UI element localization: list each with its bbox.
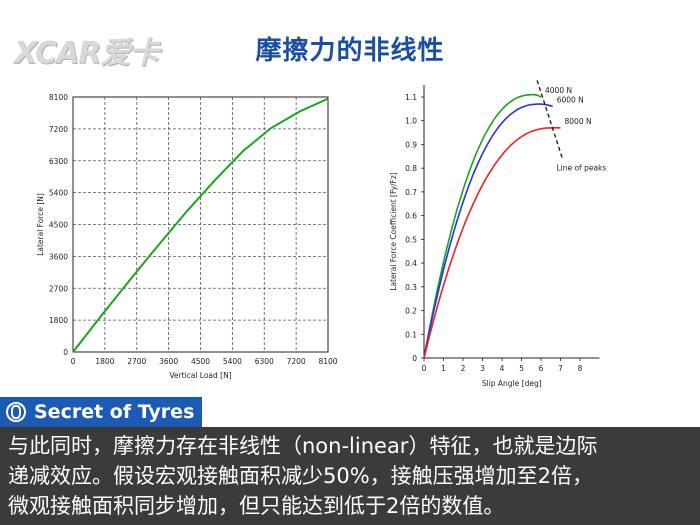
caption-line: 与此同时，摩擦力存在非线性（non-linear）特征，也就是边际 [8,434,598,458]
x-tick-label: 6 [539,364,544,373]
y-tick-label: 0 [63,348,68,357]
x-tick-label: 8100 [318,357,337,366]
y-tick-label: 3600 [49,252,68,261]
y-axis-label: Lateral Force [N] [36,193,45,256]
y-tick-label: 1.1 [405,93,417,102]
y-tick-label: 0.4 [405,259,417,268]
y-tick-label: 0.9 [405,140,417,149]
series-line [423,93,542,359]
caption-line: 微观接触面积同步增加，但只能达到低于2倍的数值。 [8,494,505,518]
y-tick-label: 1800 [49,316,68,325]
caption-line: 递减效应。假设宏观接触面积减少50%，接触压强增加至2倍， [8,464,594,488]
x-tick-label: 0 [422,364,427,373]
x-tick-label: 1800 [95,357,114,366]
y-tick-label: 2700 [49,284,68,293]
page-title: 摩擦力的非线性 [255,36,445,66]
y-tick-label: 0 [412,354,417,363]
y-tick-label: 0.5 [405,235,417,244]
xcar-logo: XCAR爱卡 [14,36,159,71]
y-tick-label: 0.8 [405,164,417,173]
section-badge: Secret of Tyres [0,397,202,427]
y-tick-label: 6300 [49,157,68,166]
series-label: 8000 N [565,117,592,126]
series-line [72,97,329,353]
y-tick-label: 7200 [49,125,68,134]
x-tick-label: 4 [500,364,505,373]
x-tick-label: 7 [558,364,563,373]
x-tick-label: 5 [519,364,524,373]
y-tick-label: 0.1 [405,330,417,339]
x-axis-label: Vertical Load [N] [169,371,231,380]
x-tick-label: 4500 [191,357,210,366]
y-tick-label: 0.6 [405,212,417,221]
series-label: 6000 N [557,95,584,104]
x-tick-label: 3 [480,364,485,373]
series-label: 4000 N [545,86,572,95]
x-tick-label: 7200 [287,357,306,366]
x-tick-label: 1 [441,364,446,373]
annotation-label: Line of peaks [556,164,606,173]
y-tick-label: 8100 [49,93,68,102]
x-tick-label: 2 [461,364,466,373]
plot-frame [72,96,329,353]
y-tick-label: 0.7 [405,188,417,197]
x-tick-label: 2700 [127,357,146,366]
section-badge-label: Secret of Tyres [34,401,195,423]
x-tick-label: 0 [71,357,76,366]
y-tick-label: 1.0 [405,117,417,126]
y-tick-label: 0.3 [405,283,417,292]
tyre-icon [6,402,26,422]
y-axis-label: Lateral Force Coefficient [Fy/Fz] [389,172,398,291]
x-axis-label: Slip Angle [deg] [482,379,542,388]
series-line [423,103,553,359]
caption-box: 与此同时，摩擦力存在非线性（non-linear）特征，也就是边际 递减效应。假… [0,427,700,525]
x-tick-label: 3600 [159,357,178,366]
y-tick-label: 5400 [49,189,68,198]
x-tick-label: 5400 [223,357,242,366]
y-tick-label: 0.2 [405,307,417,316]
y-tick-label: 4500 [49,221,68,230]
x-tick-label: 8 [578,364,583,373]
x-tick-label: 6300 [255,357,274,366]
series-line [423,127,561,359]
